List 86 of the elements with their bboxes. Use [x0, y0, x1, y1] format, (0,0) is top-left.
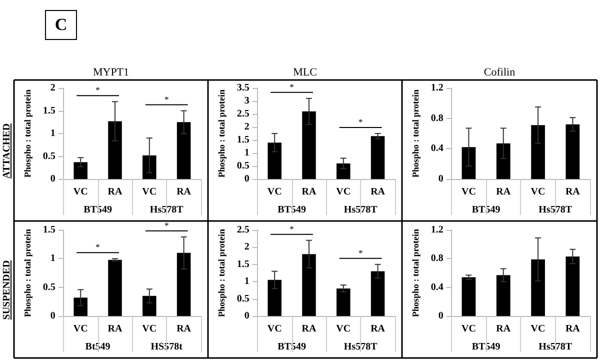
- y-axis-title: Phospho : total protein: [410, 228, 420, 318]
- y-tick-label: 2: [50, 82, 56, 94]
- y-tick-label: 1.2: [430, 82, 444, 94]
- x-tick-label: VC: [267, 186, 282, 198]
- annotation: *: [290, 224, 295, 234]
- y-tick-label: 0.5: [42, 282, 56, 293]
- x-tick-label: VC: [462, 324, 476, 334]
- y-tick-label: 0: [438, 310, 444, 322]
- x-tick-label: VC: [530, 186, 546, 198]
- y-tick-label: 0: [244, 310, 250, 322]
- y-tick-label: 0: [244, 174, 250, 184]
- x-tick-label: VC: [530, 324, 546, 334]
- text: Hs578T: [538, 342, 572, 352]
- y-tick-label: 0.8: [430, 253, 444, 264]
- x-tick-label: RA: [370, 324, 386, 334]
- annotation: *: [164, 220, 170, 230]
- y-axis-title: Phospho : total protein: [216, 89, 226, 178]
- y-tick-label: 3.5: [236, 82, 250, 94]
- y-tick-label: 1: [244, 276, 250, 288]
- text: BT549: [472, 342, 500, 352]
- annotation: *: [290, 82, 295, 92]
- text: C: [45, 10, 77, 40]
- y-tick-label: 0.4: [430, 143, 444, 154]
- text: Hs578T: [344, 342, 378, 352]
- x-tick-label: VC: [267, 324, 282, 334]
- x-tick-label: VC: [142, 186, 157, 198]
- y-axis-title: Phospho : total protein: [22, 89, 32, 178]
- y-tick-label: 2.5: [236, 224, 250, 236]
- y-tick-label: 0: [50, 310, 56, 322]
- annotation: *: [358, 248, 364, 258]
- x-tick-label: VC: [462, 186, 476, 198]
- x-tick-label: RA: [496, 186, 512, 198]
- y-tick-label: 1.5: [42, 224, 56, 236]
- y-tick-label: 1.5: [236, 134, 250, 146]
- annotation: *: [164, 94, 170, 104]
- x-tick-label: VC: [73, 186, 88, 198]
- x-tick-label: RA: [176, 186, 192, 198]
- y-tick-label: 1.5: [42, 105, 56, 116]
- x-tick-label: RA: [496, 324, 512, 334]
- y-tick-label: 0.8: [430, 112, 444, 124]
- x-tick-label: RA: [565, 324, 581, 334]
- y-tick-label: 2: [244, 242, 250, 253]
- x-tick-label: RA: [108, 186, 123, 198]
- text: BT549: [278, 342, 306, 352]
- y-tick-label: 0.5: [236, 160, 250, 172]
- y-tick-label: 1.2: [430, 224, 444, 236]
- y-axis-title: Phospho : total protein: [22, 228, 32, 318]
- y-tick-label: 2.5: [236, 108, 250, 120]
- y-tick-label: 1.5: [236, 258, 250, 270]
- y-tick-label: 0: [438, 174, 444, 184]
- y-tick-label: 0: [50, 174, 56, 184]
- text: SUSPENDED: [2, 260, 12, 320]
- x-tick-label: VC: [336, 186, 351, 198]
- y-axis-title: Phospho : total protein: [410, 89, 420, 178]
- text: ATTACHED: [2, 122, 12, 178]
- text: BT549: [472, 204, 500, 216]
- y-tick-label: 0.5: [42, 150, 56, 162]
- annotation: *: [96, 85, 101, 96]
- y-tick-label: 1: [50, 253, 56, 264]
- y-tick-label: 0.4: [430, 282, 444, 293]
- x-tick-label: RA: [565, 186, 581, 198]
- chart-title: MLC: [293, 66, 317, 78]
- y-tick-label: 0.5: [236, 293, 250, 304]
- text: BT549: [278, 204, 306, 216]
- x-tick-label: RA: [108, 324, 123, 334]
- chart-title: MYPT1: [92, 66, 130, 78]
- text: Hs578T: [538, 204, 572, 216]
- x-tick-label: RA: [302, 324, 317, 334]
- x-tick-label: RA: [302, 186, 317, 198]
- text: HS578t: [150, 342, 184, 352]
- annotation: *: [358, 117, 364, 127]
- x-tick-label: RA: [176, 324, 192, 334]
- text: Hs578T: [150, 204, 184, 216]
- text: BT549: [84, 204, 112, 216]
- y-axis-title: Phospho : total protein: [216, 228, 226, 318]
- y-tick-label: 1: [244, 148, 250, 158]
- chart-title: Cofilin: [484, 66, 516, 78]
- x-tick-label: VC: [336, 324, 351, 334]
- annotation: *: [96, 242, 101, 252]
- text: Hs578T: [344, 204, 378, 216]
- y-tick-label: 1: [50, 128, 56, 139]
- x-tick-label: VC: [73, 324, 88, 334]
- y-tick-label: 2: [244, 122, 250, 132]
- y-tick-label: 3: [244, 96, 250, 106]
- x-tick-label: RA: [370, 186, 386, 198]
- x-tick-label: VC: [142, 324, 157, 334]
